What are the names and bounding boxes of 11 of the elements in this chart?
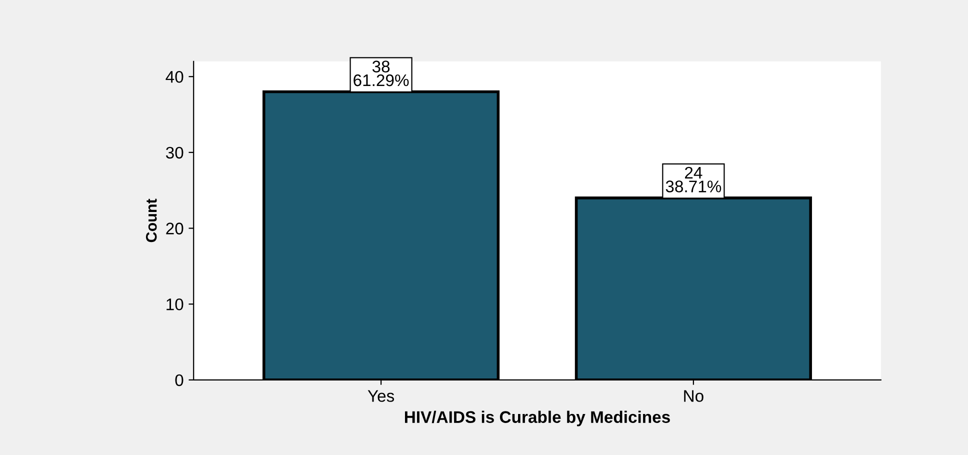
x-axis-title: HIV/AIDS is Curable by Medicines <box>404 410 670 426</box>
y-tick-label: 40 <box>166 70 184 83</box>
y-tick-label: 10 <box>166 298 184 310</box>
y-axis-title: Count <box>146 198 157 242</box>
x-tick-label: No <box>684 390 704 402</box>
x-tick-label: Yes <box>368 390 394 402</box>
y-tick-label: 20 <box>166 222 184 234</box>
y-tick-label: 30 <box>166 146 184 159</box>
data-label: 24 38.71% <box>666 166 722 192</box>
data-label: 38 61.29% <box>354 60 409 86</box>
y-tick-label: 0 <box>175 374 184 386</box>
